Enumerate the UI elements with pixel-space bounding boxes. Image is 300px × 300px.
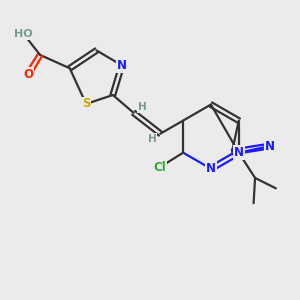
- Text: Cl: Cl: [153, 161, 166, 174]
- Text: S: S: [82, 98, 90, 110]
- Text: N: N: [117, 59, 127, 72]
- Text: HO: HO: [14, 29, 33, 39]
- Text: H: H: [138, 103, 146, 112]
- Text: N: N: [234, 146, 244, 159]
- Text: H: H: [148, 134, 157, 144]
- Text: N: N: [206, 162, 216, 175]
- Text: O: O: [23, 68, 33, 81]
- Text: N: N: [265, 140, 275, 152]
